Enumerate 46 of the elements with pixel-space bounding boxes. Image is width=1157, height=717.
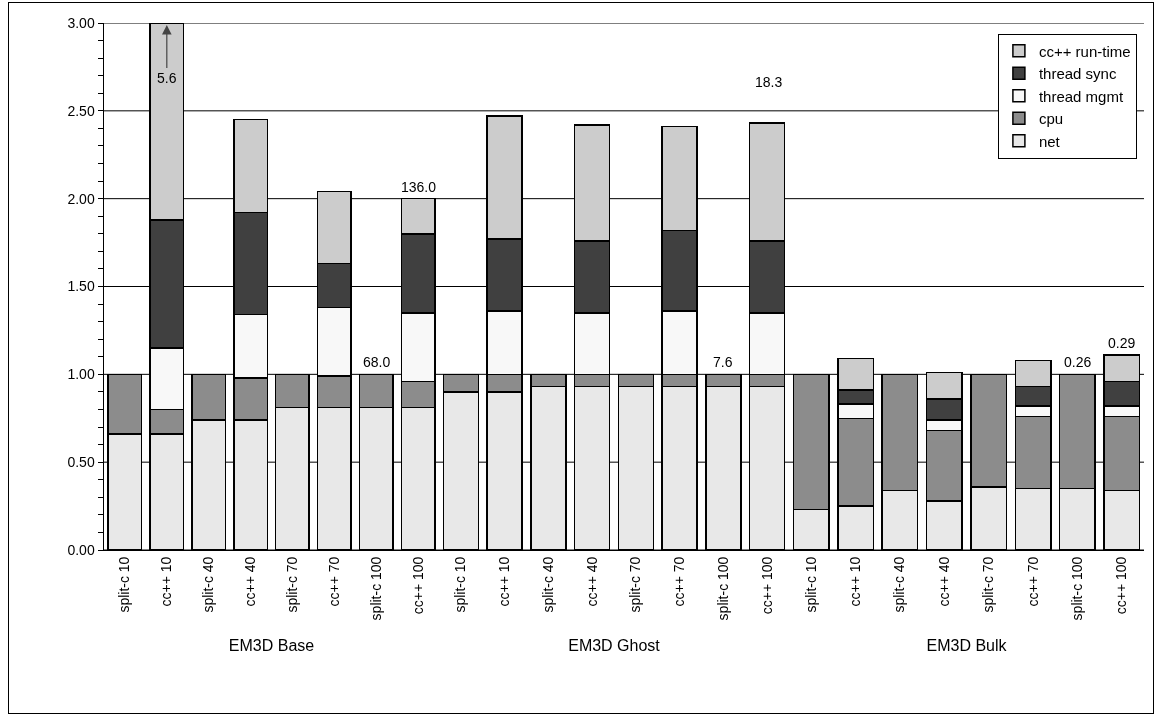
x-tick-label: split-c 40 <box>539 556 556 613</box>
annotation: 0.29 <box>1108 335 1136 351</box>
x-axis-title: EM3D Base <box>228 637 315 655</box>
legend-label: thread sync <box>1038 65 1117 83</box>
x-tick-label: cc++ 40 <box>935 556 952 607</box>
x-tick-label: cc++ 70 <box>325 556 342 607</box>
x-axis-title: EM3D Bulk <box>926 637 1008 655</box>
x-tick-label: split-c 70 <box>283 556 300 613</box>
x-tick-label: cc++ 40 <box>583 556 600 607</box>
x-tick-label: split-c 70 <box>627 556 644 613</box>
x-tick-label: split-c 70 <box>980 556 997 613</box>
y-tick-label: 2.50 <box>67 102 95 119</box>
x-tick-label: split-c 10 <box>116 556 133 613</box>
x-axis-title: EM3D Ghost <box>568 637 661 655</box>
x-tick-label: cc++ 10 <box>847 556 864 607</box>
x-tick-label: cc++ 70 <box>671 556 688 607</box>
annotation: 7.6 <box>713 354 733 370</box>
annotation: 0.26 <box>1064 354 1092 370</box>
x-tick-label: cc++ 100 <box>1113 556 1130 615</box>
x-tick-label: split-c 100 <box>714 556 731 621</box>
x-tick-label: cc++ 10 <box>158 556 175 607</box>
annotation: 68.0 <box>363 354 391 370</box>
y-tick-label: 0.50 <box>67 454 95 471</box>
y-tick-label: 1.50 <box>67 278 95 295</box>
annotation: 5.6 <box>157 70 177 86</box>
legend-label: net <box>1038 132 1061 150</box>
y-tick-label: 3.00 <box>67 14 95 31</box>
y-tick-label: 0.00 <box>67 541 95 558</box>
x-tick-label: split-c 100 <box>367 556 384 621</box>
legend-label: cc++ run-time <box>1038 42 1131 60</box>
x-tick-label: split-c 100 <box>1068 556 1085 621</box>
y-tick-label: 1.00 <box>67 366 95 383</box>
legend-label: thread mgmt <box>1038 87 1124 105</box>
x-tick-label: split-c 10 <box>802 556 819 613</box>
x-tick-label: cc++ 10 <box>496 556 513 607</box>
x-tick-label: split-c 40 <box>200 556 217 613</box>
x-tick-label: split-c 40 <box>891 556 908 613</box>
x-tick-label: cc++ 100 <box>758 556 775 615</box>
y-tick-label: 2.00 <box>67 190 95 207</box>
x-tick-label: cc++ 40 <box>242 556 259 607</box>
annotation: 18.3 <box>755 74 783 90</box>
x-tick-label: cc++ 70 <box>1024 556 1041 607</box>
legend-label: cpu <box>1038 110 1064 128</box>
x-tick-label: cc++ 100 <box>409 556 426 615</box>
x-tick-label: split-c 10 <box>452 556 469 613</box>
annotation: 136.0 <box>401 179 437 195</box>
